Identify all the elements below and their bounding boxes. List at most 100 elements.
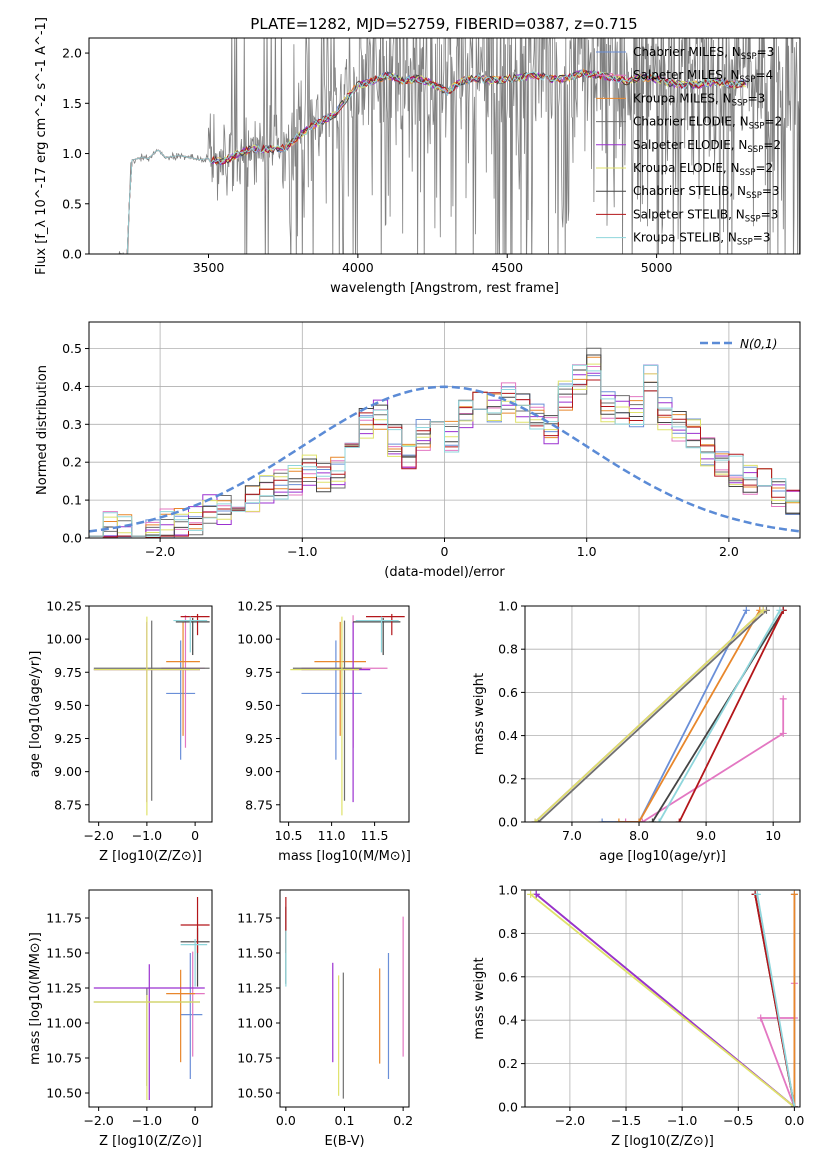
x-tick-label: −2.0 [555,1113,585,1128]
curve-line [678,609,785,822]
gaussian-curve [89,385,800,533]
x-tick-label: −2.0 [83,1113,113,1128]
curve-marker [622,818,630,822]
curve-marker [635,818,643,822]
y-tick-label: 10.00 [46,632,82,647]
y-tick-label: 9.25 [245,731,273,746]
axes-frame [279,889,410,1108]
x-tick-label: 10.5 [275,828,303,843]
figure-title: PLATE=1282, MJD=52759, FIBERID=0387, z=0… [250,15,637,33]
ticks: −2.0 −1.0 0 8.75 9.00 9.25 9.50 9.75 10.00 10.25 [46,599,199,844]
y-axis-label: mass weight [472,957,487,1039]
curve-marker [753,890,761,898]
errorbar-chabrier-miles [166,640,196,760]
y-tick-label: 10.25 [46,599,82,614]
x-tick-label: 0 [191,828,199,843]
ticks: 7.0 8.0 9.0 10 0.0 0.2 0.4 0.6 0.8 1.0 [498,599,781,844]
curve-kroupa-elodie [531,606,767,822]
legend-entry-kroupa-stelib: Kroupa STELIB, NSSP=3 [633,231,771,248]
y-tick-label: 10.75 [46,1051,82,1066]
y-tick-label: 9.50 [54,698,82,713]
model-spectrum-kroupa-elodie [112,71,747,254]
y-tick-label: 0.5 [62,341,82,356]
y-tick-label: 9.75 [54,665,82,680]
x-axis-label: Z [log10(Z/Z⊙)] [99,1134,202,1149]
curve-marker [790,1103,798,1107]
axes-frame [524,605,801,823]
x-tick-label: 7.0 [562,828,582,843]
x-tick-label: 0.1 [335,1113,355,1128]
curve-line [530,893,795,1107]
errorbar-kroupa-miles [166,621,200,736]
curve-marker [776,606,784,614]
curve-kroupa-stelib [753,890,798,1107]
x-tick-label: 2.0 [719,544,739,559]
curve-line [537,609,768,822]
errorbar-kroupa-miles [314,621,366,736]
panel-mass-weight-vs-age: 7.0 8.0 9.0 10 0.0 0.2 0.4 0.6 0.8 1.0 age [log10(… [472,599,801,864]
x-axis-label: Z [log10(Z/Z⊙)] [611,1134,714,1149]
curve-line [602,609,748,822]
x-tick-label: 0.2 [393,1113,413,1128]
x-tick-label: 0.0 [784,1113,804,1128]
axes-frame [279,605,410,823]
ticks: −2.0 −1.5 −1.0 −0.5 0.0 0.0 0.2 0.4 0.6 0.8 1.0 [498,883,804,1129]
panel-age-vs-Z: −2.0 −1.0 0 8.75 9.00 9.25 9.50 9.75 10.00 10.25 Z… [28,599,213,864]
x-tick-label: −0.5 [723,1113,753,1128]
errorbar-salpeter-elodie [93,964,205,1100]
panel-age-vs-mass: 10.5 11.0 11.5 8.75 9.00 9.25 9.50 9.75 10.00 10.… [237,599,411,865]
legend-entry-salpeter-elodie: Salpeter ELODIE, NSSP=2 [633,138,781,155]
y-tick-label: 0.0 [62,247,82,262]
y-tick-label: 0.4 [498,728,518,743]
x-axis-label: Z [log10(Z/Z⊙)] [99,849,202,864]
y-tick-label: 9.25 [54,731,82,746]
y-tick-label: 0.0 [498,1100,518,1115]
curve-salpeter-miles [622,695,787,822]
histogram-kroupa-stelib [89,364,800,538]
x-tick-label: −1.0 [132,1113,162,1128]
x-tick-label: −1.0 [667,1113,697,1128]
curve-kroupa-stelib [655,606,784,822]
y-axis-label: mass weight [472,673,487,755]
y-tick-label: 1.5 [62,96,82,111]
panel-residuals: −2.0 −1.0 0 1.0 2.0 0.0 0.1 0.2 0.3 0.4 0.5 (data-m… [35,321,801,580]
plot-area [290,613,405,816]
errorbar-chabrier-miles [301,640,362,760]
x-tick-label: 1.0 [577,544,597,559]
y-tick-label: 2.0 [62,46,82,61]
x-tick-label: 5000 [641,260,673,275]
x-tick-label: 0.0 [276,1113,296,1128]
x-tick-label: 8.0 [629,828,649,843]
y-tick-label: 11.25 [46,981,82,996]
plot-area [531,606,787,822]
plot-area [112,38,800,254]
curve-marker [655,818,663,822]
ticks: 3500 4000 4500 5000 0.0 0.5 1.0 1.5 2.0 [62,46,672,275]
legend-entry-salpeter-stelib: Salpeter STELIB, NSSP=3 [633,207,778,224]
x-axis-label: age [log10(age/yr)] [599,849,726,864]
errorbar-salpeter-stelib [180,897,210,953]
y-tick-label: 9.75 [245,665,273,680]
errorbar-kroupa-elodie [290,616,360,816]
curve-marker [742,606,750,614]
panel-spectrum: 3500 4000 4500 5000 0.0 0.5 1.0 1.5 2.0 wavelengt… [34,17,801,296]
x-axis-label: E(B-V) [324,1134,364,1149]
legend-entry-chabrier-miles: Chabrier MILES, NSSP=3 [633,45,774,62]
y-axis-label: mass [log10(M/M⊙)] [28,932,43,1065]
x-axis-label: (data-model)/error [384,565,505,580]
errorbar-kroupa-elodie [93,995,200,1100]
y-tick-label: 0.2 [62,455,82,470]
y-tick-label: 0.2 [498,771,518,786]
x-tick-label: 4000 [342,260,374,275]
errorbar-kroupa-miles [166,969,196,1063]
plot-area [285,897,404,1099]
y-tick-label: 0.8 [498,642,518,657]
legend-entry-gaussian: N(0,1) [740,337,777,351]
plot-area [89,347,800,538]
plot-area [527,890,798,1107]
y-tick-label: 0.0 [498,815,518,830]
errorbar-kroupa-stelib [355,616,399,653]
x-tick-label: −2.0 [83,828,113,843]
y-tick-label: 0.8 [498,926,518,941]
y-tick-label: 0.3 [62,417,82,432]
